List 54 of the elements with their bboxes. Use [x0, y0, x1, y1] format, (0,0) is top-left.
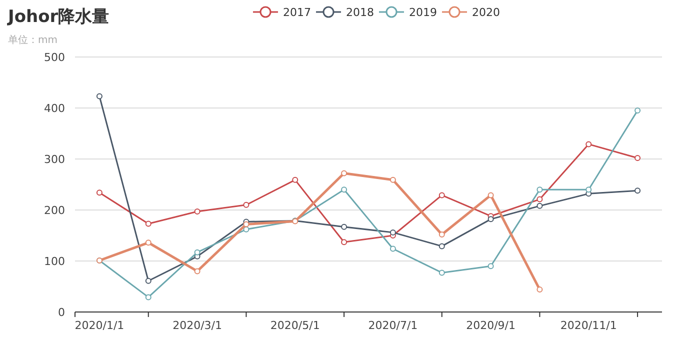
x-tick-label: 2020/5/1 [270, 319, 320, 332]
point [341, 224, 348, 230]
point [536, 186, 543, 193]
point [634, 108, 641, 114]
point [438, 231, 445, 238]
point [536, 202, 543, 209]
point [243, 202, 250, 208]
point [145, 294, 152, 300]
x-tick-label: 2020/1/1 [74, 319, 124, 332]
point [536, 286, 543, 293]
point [145, 240, 152, 246]
point [194, 208, 200, 215]
point [586, 141, 592, 148]
point [96, 190, 102, 196]
point [536, 196, 543, 202]
y-tick-label: 500 [44, 51, 65, 64]
point [194, 268, 200, 274]
point [243, 226, 250, 232]
point [390, 246, 396, 252]
legend-label: 2018 [346, 6, 374, 19]
y-tick-label: 0 [58, 306, 65, 319]
y-tick-label: 100 [44, 255, 65, 268]
point [341, 186, 348, 193]
point [438, 270, 445, 276]
x-tick-label: 2020/9/1 [466, 319, 516, 332]
y-tick-label: 200 [44, 204, 65, 217]
point [341, 170, 348, 176]
point [488, 192, 494, 198]
legend-label: 2019 [409, 6, 437, 19]
point [145, 220, 152, 227]
legend-label: 2020 [472, 6, 500, 19]
point [634, 154, 641, 161]
x-tick-label: 2020/3/1 [172, 319, 222, 332]
point [145, 278, 152, 284]
point [634, 188, 641, 194]
point [586, 186, 592, 193]
point [341, 239, 348, 246]
legend-label: 2017 [283, 6, 311, 19]
point [194, 249, 200, 256]
point [390, 229, 396, 236]
point [243, 221, 250, 228]
chart-subtitle: 单位：mm [8, 34, 58, 46]
point [488, 216, 494, 222]
point [96, 93, 102, 100]
x-tick-label: 2020/7/1 [368, 319, 418, 332]
point [390, 176, 396, 183]
point [438, 192, 445, 198]
point [488, 263, 494, 270]
chart-title: Johor降水量 [7, 7, 110, 27]
point [438, 243, 445, 250]
x-tick-label: 2020/11/1 [560, 319, 617, 332]
y-tick-label: 400 [44, 102, 65, 115]
y-tick-label: 300 [44, 153, 65, 166]
point [292, 176, 298, 183]
